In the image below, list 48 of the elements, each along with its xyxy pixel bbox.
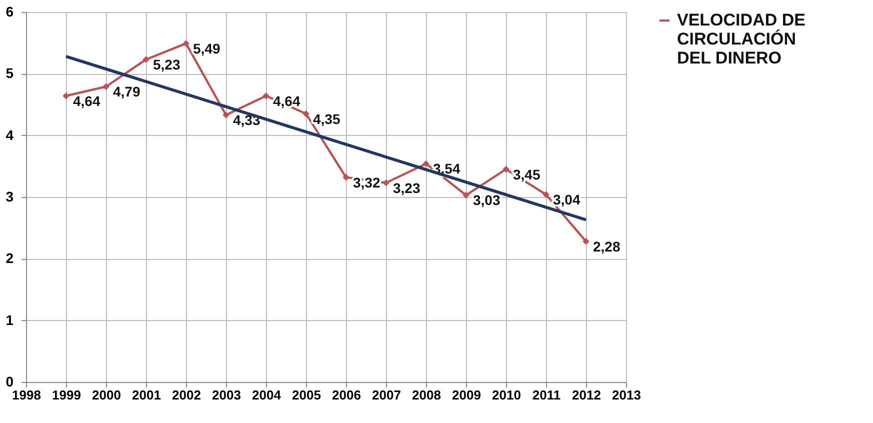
point <box>182 40 190 47</box>
x-tick-label: 1998 <box>12 388 41 402</box>
data-label: 3,45 <box>513 166 540 182</box>
x-tick-label: 2005 <box>292 388 321 402</box>
point <box>222 112 230 118</box>
y-tick-label: 0 <box>6 374 14 390</box>
data-label: 5,23 <box>153 56 180 72</box>
data-label: 2,28 <box>593 238 620 254</box>
y-tick-label: 5 <box>6 65 14 82</box>
x-tick-label: 2008 <box>412 388 441 402</box>
point <box>342 174 350 181</box>
x-tick-label: 2004 <box>252 388 282 402</box>
y-tick-label: 1 <box>6 312 14 328</box>
point <box>542 191 550 198</box>
legend-label: VELOCIDAD DE CIRCULACIÓN DEL DINERO <box>677 10 806 68</box>
data-label: 3,03 <box>473 192 500 208</box>
x-tick-label: 2012 <box>572 388 601 402</box>
x-tick-label: 2000 <box>92 388 121 402</box>
point <box>142 56 150 63</box>
x-tick-label: 1999 <box>52 388 81 402</box>
x-tick-label: 2002 <box>172 388 201 402</box>
point <box>422 160 430 168</box>
point <box>382 179 390 186</box>
point <box>502 166 510 173</box>
data-label: 4,64 <box>73 92 100 109</box>
y-tick-label: 3 <box>6 188 14 204</box>
x-tick-label: 2003 <box>212 388 241 402</box>
x-tick-label: 2001 <box>132 388 161 402</box>
point <box>302 110 310 118</box>
point <box>262 92 270 100</box>
x-tick-label: 2011 <box>532 388 561 402</box>
x-tick-label: 2009 <box>452 388 481 402</box>
y-tick-label: 2 <box>6 250 14 266</box>
data-label: 4,35 <box>313 110 340 127</box>
y-tick-label: 6 <box>6 4 14 20</box>
data-label: 4,79 <box>113 84 140 100</box>
x-tick-label: 2013 <box>612 388 641 402</box>
x-tick-label: 2006 <box>332 388 361 402</box>
point <box>582 238 590 245</box>
point <box>102 83 110 90</box>
point <box>62 92 70 100</box>
x-tick-label: 2010 <box>492 388 521 402</box>
point <box>462 192 470 199</box>
y-tick-label: 4 <box>6 126 14 143</box>
data-label: 3,23 <box>393 180 420 196</box>
data-label: 5,49 <box>193 40 220 56</box>
x-tick-label: 2007 <box>372 388 401 402</box>
data-label: 3,04 <box>553 192 580 208</box>
